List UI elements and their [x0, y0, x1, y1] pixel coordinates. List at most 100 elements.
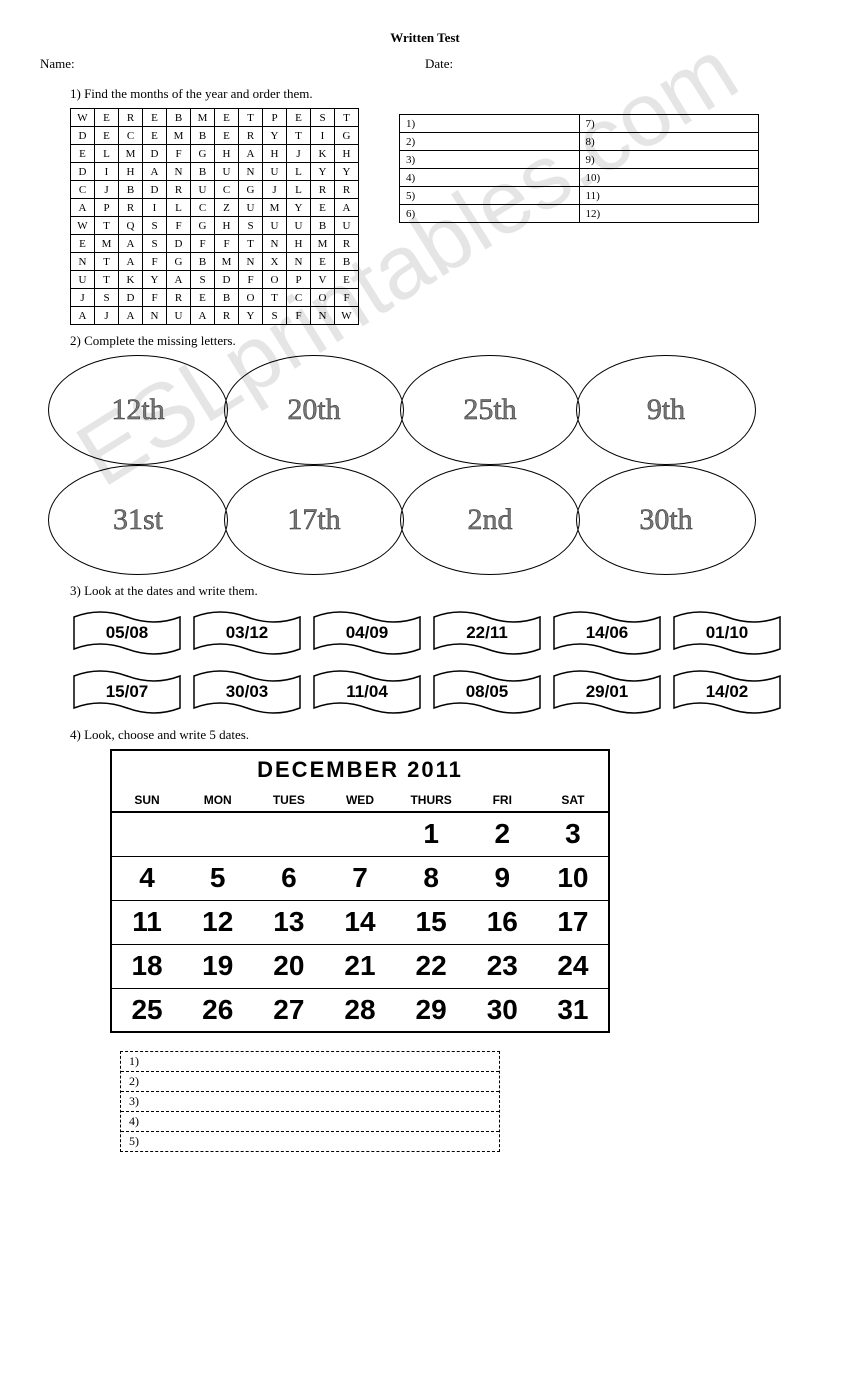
wordsearch-cell: U — [191, 181, 215, 199]
answers-table: 1)7)2)8)3)9)4)10)5)11)6)12) — [399, 114, 759, 223]
wordsearch-cell: R — [167, 289, 191, 307]
calendar-day: 9 — [467, 856, 538, 900]
wordsearch-cell: O — [263, 271, 287, 289]
wordsearch-cell: H — [287, 235, 311, 253]
answer-cell[interactable]: 4) — [400, 169, 580, 187]
question-1-text: 1) Find the months of the year and order… — [70, 86, 810, 102]
ovals-container: 12th20th25th9th 31st17th2nd30th — [50, 355, 810, 575]
wordsearch-cell: F — [191, 235, 215, 253]
answer-lines-box: 1)2)3)4)5) — [120, 1051, 500, 1152]
calendar-day: 10 — [538, 856, 609, 900]
calendar-day: 17 — [538, 900, 609, 944]
wordsearch-cell: A — [71, 199, 95, 217]
answer-cell[interactable]: 12) — [579, 205, 759, 223]
wordsearch-cell: R — [215, 307, 239, 325]
date-flag: 15/07 — [70, 664, 184, 719]
wordsearch-grid: WEREBMETPESTDECEMBERYTIGELMDFGHAHJKHDIHA… — [70, 108, 359, 325]
wordsearch-cell: U — [239, 199, 263, 217]
calendar-day: 16 — [467, 900, 538, 944]
wordsearch-cell: H — [335, 145, 359, 163]
wordsearch-cell: N — [71, 253, 95, 271]
wordsearch-cell: S — [143, 235, 167, 253]
question-2-text: 2) Complete the missing letters. — [70, 333, 810, 349]
calendar-day: 18 — [111, 944, 182, 988]
wordsearch-cell: M — [311, 235, 335, 253]
calendar-day — [324, 812, 395, 856]
wordsearch-cell: A — [335, 199, 359, 217]
answer-cell[interactable]: 11) — [579, 187, 759, 205]
wordsearch-cell: T — [239, 235, 263, 253]
wordsearch-cell: G — [191, 217, 215, 235]
answer-cell[interactable]: 7) — [579, 115, 759, 133]
wordsearch-cell: M — [215, 253, 239, 271]
wordsearch-cell: S — [191, 271, 215, 289]
wordsearch-cell: T — [287, 127, 311, 145]
wordsearch-cell: U — [287, 217, 311, 235]
wordsearch-cell: G — [335, 127, 359, 145]
answer-cell[interactable]: 6) — [400, 205, 580, 223]
wordsearch-cell: B — [311, 217, 335, 235]
answer-cell[interactable]: 8) — [579, 133, 759, 151]
wordsearch-cell: Q — [119, 217, 143, 235]
wordsearch-cell: V — [311, 271, 335, 289]
wordsearch-cell: N — [239, 253, 263, 271]
wordsearch-cell: A — [119, 253, 143, 271]
wordsearch-cell: H — [215, 217, 239, 235]
wordsearch-cell: E — [143, 127, 167, 145]
wordsearch-cell: T — [95, 271, 119, 289]
wordsearch-cell: A — [167, 271, 191, 289]
wordsearch-cell: G — [167, 253, 191, 271]
wordsearch-cell: A — [239, 145, 263, 163]
ordinal-oval: 12th — [48, 355, 228, 465]
wordsearch-cell: P — [287, 271, 311, 289]
wordsearch-cell: R — [335, 181, 359, 199]
answer-line[interactable]: 3) — [121, 1092, 499, 1112]
answer-cell[interactable]: 10) — [579, 169, 759, 187]
calendar-day: 4 — [111, 856, 182, 900]
wordsearch-cell: R — [119, 199, 143, 217]
wordsearch-cell: W — [71, 217, 95, 235]
wordsearch-cell: K — [311, 145, 335, 163]
wordsearch-cell: J — [95, 181, 119, 199]
wordsearch-cell: J — [287, 145, 311, 163]
answer-cell[interactable]: 3) — [400, 151, 580, 169]
answer-line[interactable]: 4) — [121, 1112, 499, 1132]
calendar-day: 24 — [538, 944, 609, 988]
answer-cell[interactable]: 1) — [400, 115, 580, 133]
calendar-day: 20 — [253, 944, 324, 988]
wordsearch-cell: I — [143, 199, 167, 217]
ordinal-oval: 30th — [576, 465, 756, 575]
wordsearch-cell: E — [287, 109, 311, 127]
wordsearch-cell: M — [263, 199, 287, 217]
wordsearch-cell: F — [143, 289, 167, 307]
answer-cell[interactable]: 2) — [400, 133, 580, 151]
wordsearch-cell: M — [95, 235, 119, 253]
calendar-day: 19 — [182, 944, 253, 988]
date-flag: 03/12 — [190, 605, 304, 660]
wordsearch-cell: L — [287, 163, 311, 181]
wordsearch-cell: B — [191, 127, 215, 145]
ordinal-oval: 17th — [224, 465, 404, 575]
answer-cell[interactable]: 9) — [579, 151, 759, 169]
wordsearch-cell: N — [311, 307, 335, 325]
answer-line[interactable]: 2) — [121, 1072, 499, 1092]
wordsearch-cell: D — [71, 127, 95, 145]
wordsearch-cell: A — [143, 163, 167, 181]
wordsearch-cell: C — [191, 199, 215, 217]
calendar-day: 14 — [324, 900, 395, 944]
wordsearch-cell: L — [167, 199, 191, 217]
question-3-text: 3) Look at the dates and write them. — [70, 583, 810, 599]
calendar-day: 13 — [253, 900, 324, 944]
wordsearch-cell: G — [191, 145, 215, 163]
answer-cell[interactable]: 5) — [400, 187, 580, 205]
wordsearch-cell: T — [263, 289, 287, 307]
calendar-day: 30 — [467, 988, 538, 1032]
answer-line[interactable]: 1) — [121, 1052, 499, 1072]
date-flag: 05/08 — [70, 605, 184, 660]
calendar-day — [111, 812, 182, 856]
answer-line[interactable]: 5) — [121, 1132, 499, 1151]
calendar-dow: SAT — [538, 789, 609, 812]
calendar-day: 8 — [396, 856, 467, 900]
wordsearch-cell: T — [239, 109, 263, 127]
date-flag: 04/09 — [310, 605, 424, 660]
